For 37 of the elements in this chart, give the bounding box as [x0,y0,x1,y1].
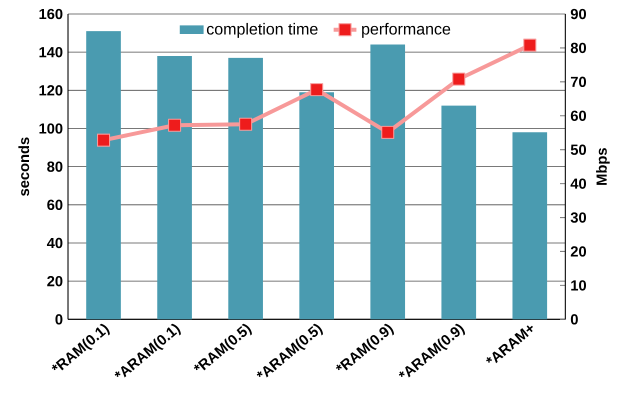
point [452,72,466,86]
y2-tick-label: 60 [570,110,586,121]
y2-tick-label: 90 [570,8,586,20]
point [168,118,182,132]
y-tick-label: 20 [47,276,62,286]
y2-tick-label: 20 [570,246,586,257]
point [239,118,252,131]
y-axis-title: seconds [18,138,30,196]
y2-tick-label: 10 [571,280,586,291]
legend-label: completion time [206,22,318,38]
y-tick-label: 160 [39,8,62,20]
bar [299,92,334,320]
y2-tick-label: 50 [570,144,586,155]
y-tick-label: 0 [55,314,62,325]
y-tick-label: 120 [39,85,62,96]
y2-axis-title: Mbps [596,148,610,185]
y-tick-label: 100 [39,123,62,134]
y-tick-label: 40 [46,238,62,248]
y2-tick-label: 70 [570,76,586,88]
bar [512,132,548,320]
y-tick-label: 140 [39,46,62,58]
bar [370,44,406,320]
point [97,134,110,147]
y2-tick-label: 40 [570,178,586,189]
legend-label: performance [362,22,450,38]
point [523,38,536,52]
bar [157,56,192,320]
y-tick-label: 80 [47,161,62,172]
y2-tick-label: 0 [570,314,578,325]
bar [441,106,476,320]
bar [228,58,263,320]
point [310,83,324,96]
bar [86,31,121,320]
y2-tick-label: 80 [570,42,586,54]
y-tick-label: 60 [47,200,62,210]
y2-tick-label: 30 [570,212,586,223]
point [381,126,394,139]
